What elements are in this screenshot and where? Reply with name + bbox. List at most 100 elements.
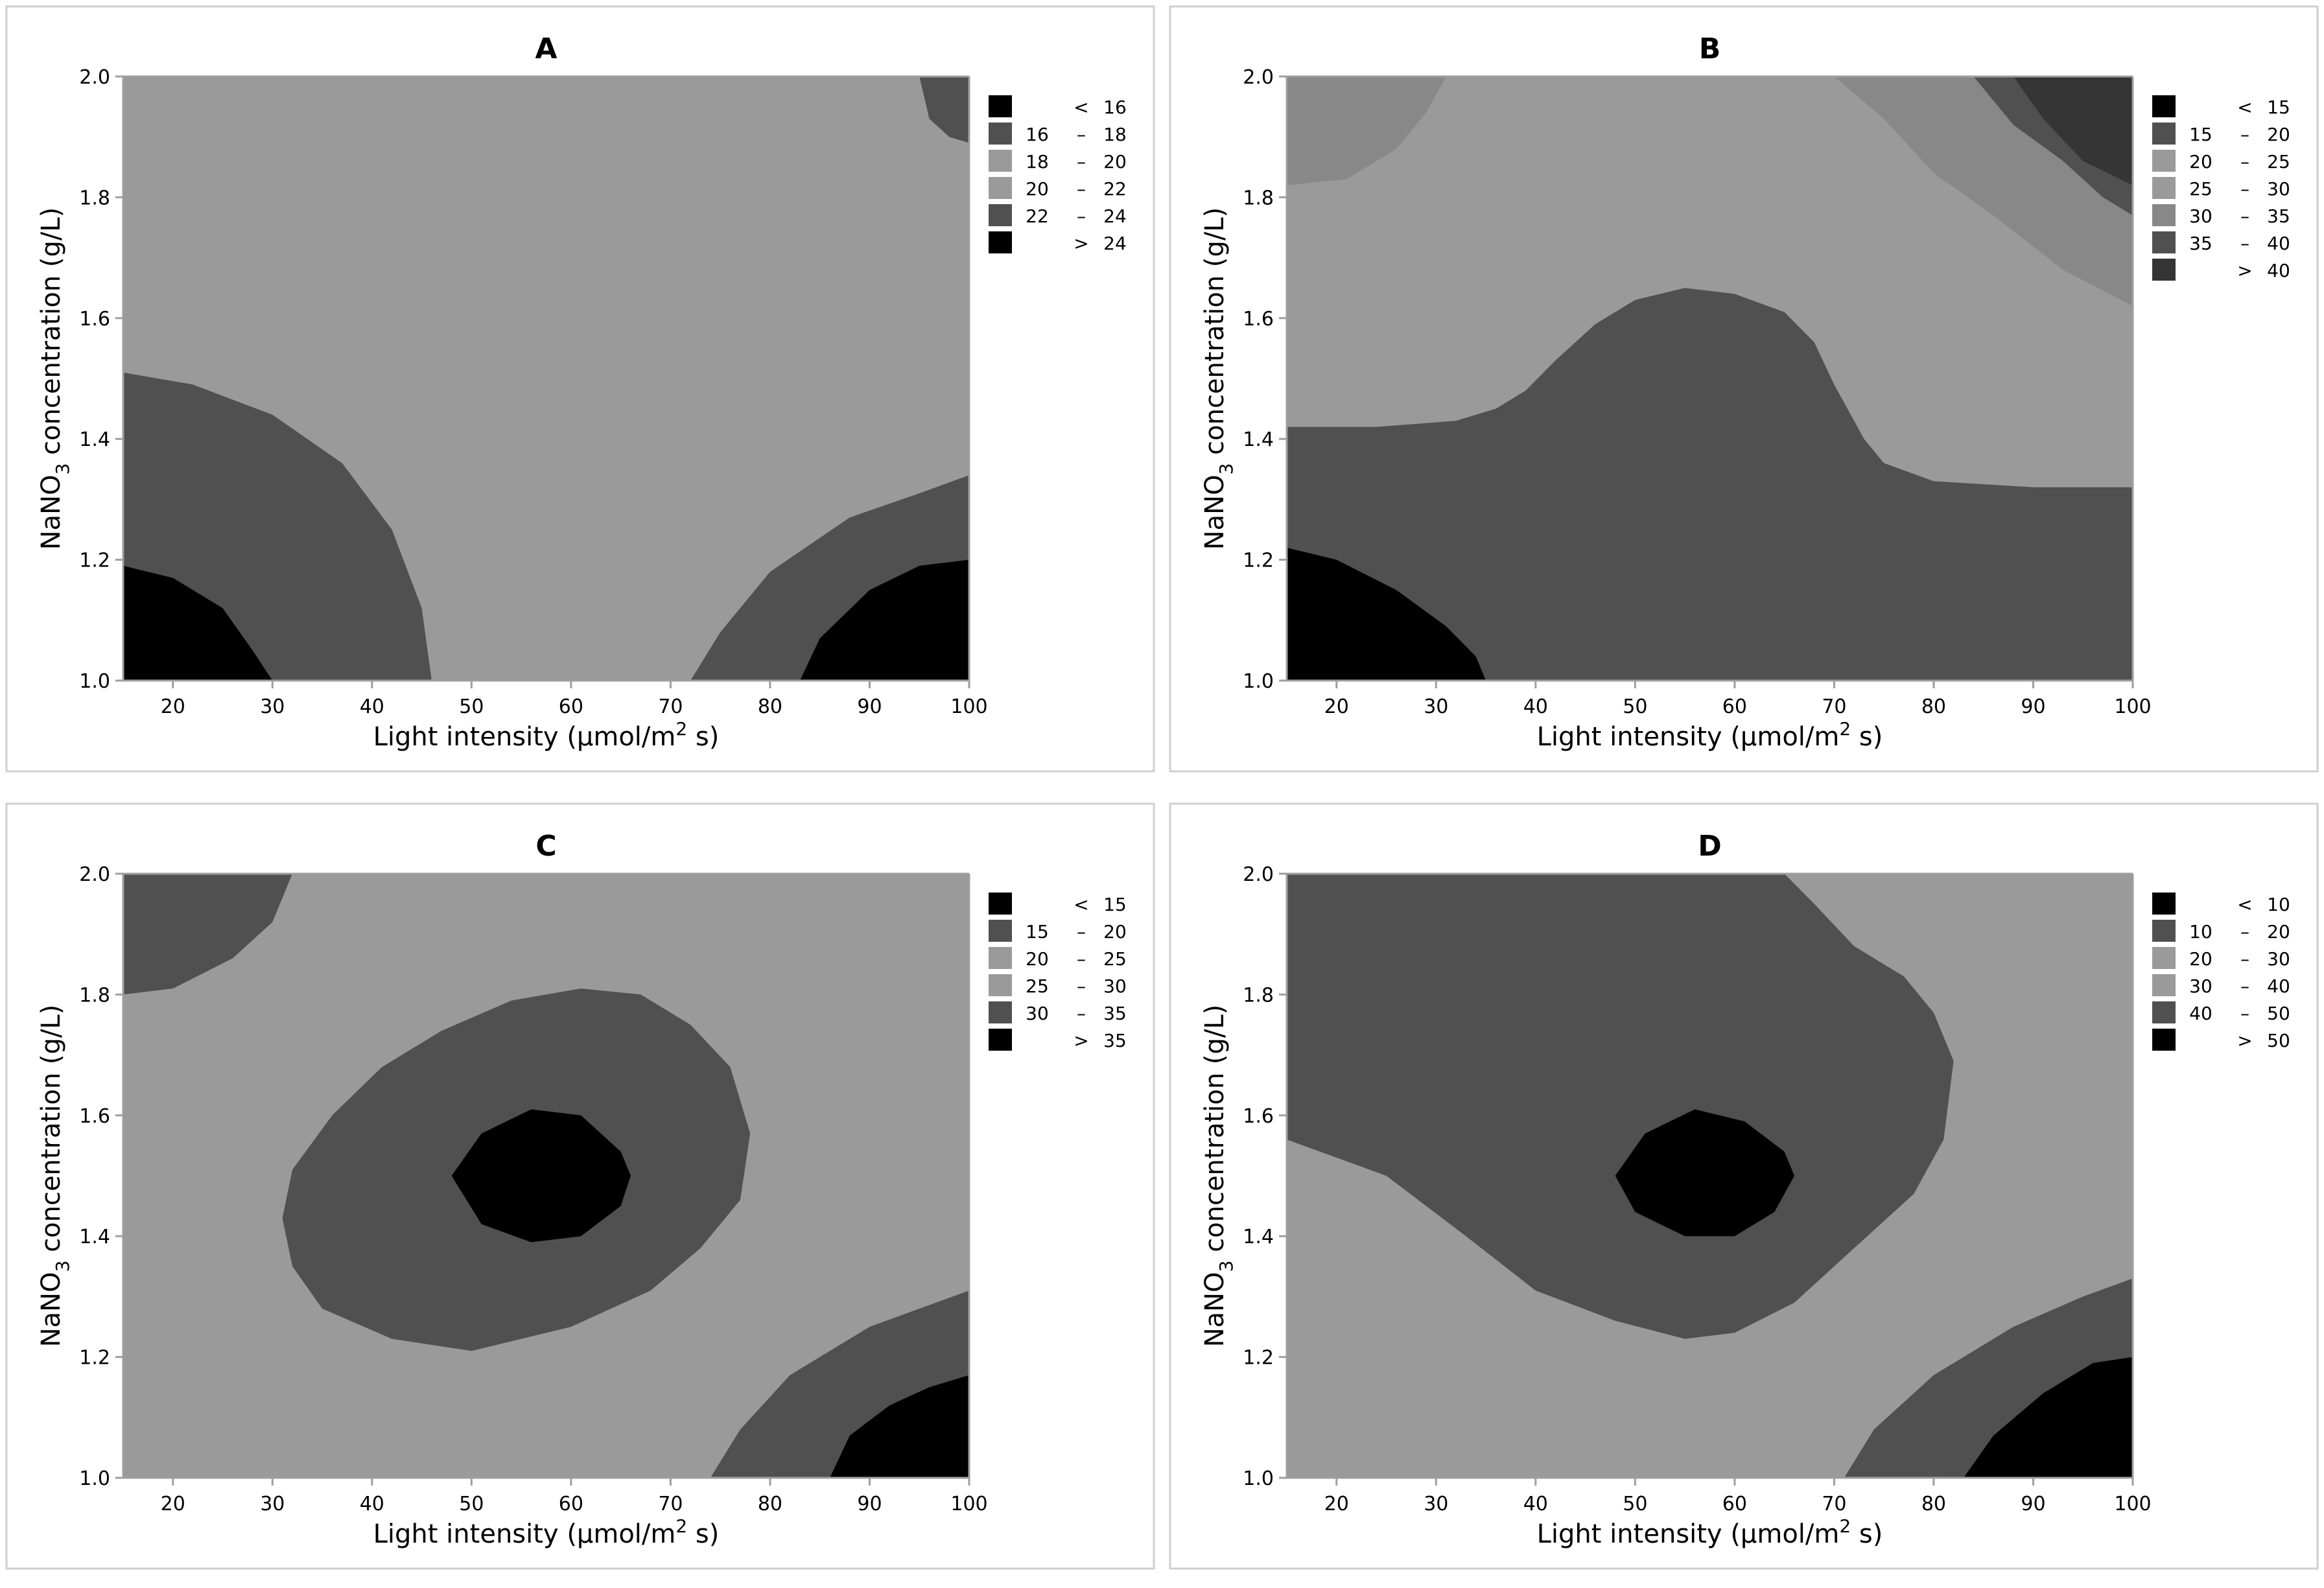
y-tick-label: 1.4 bbox=[1243, 1226, 1274, 1248]
contour-regions bbox=[1287, 874, 2133, 1478]
y-label-subscript: 3 bbox=[52, 1261, 73, 1272]
x-tick-label: 50 bbox=[459, 1493, 484, 1515]
x-tick-label: 60 bbox=[1722, 1493, 1747, 1515]
legend-high-value: 24 bbox=[1103, 205, 1127, 227]
legend-low-value: 20 bbox=[1026, 178, 1049, 200]
y-axis-label: NaNO3 concentration (g/L) bbox=[1200, 1005, 1237, 1348]
contour-plot-a: A 20 30 40 50 60 70 80 90 100 1.0 1.2 1.4 1.6 1.8 2.0 Li… bbox=[5, 5, 1155, 773]
y-tick-label: 1.0 bbox=[1243, 1467, 1274, 1490]
legend-operator: – bbox=[2240, 178, 2249, 200]
x-tick-label: 90 bbox=[2021, 695, 2045, 718]
legend-low-value: 30 bbox=[1026, 1003, 1049, 1024]
y-tick-label: 1.0 bbox=[79, 1467, 110, 1490]
legend-operator: > bbox=[2237, 1030, 2252, 1051]
y-label-part: concentration (g/L) bbox=[1200, 207, 1230, 463]
x-tick-label: 80 bbox=[758, 695, 782, 718]
legend-swatch bbox=[2152, 974, 2176, 996]
legend-swatch bbox=[2152, 95, 2176, 117]
legend-low-value: 25 bbox=[1026, 975, 1049, 997]
y-tick-label: 1.8 bbox=[1243, 984, 1274, 1007]
x-tick-label: 40 bbox=[360, 695, 384, 718]
x-axis-label: Light intensity (µmol/m2 s) bbox=[373, 718, 720, 752]
chart-title: D bbox=[1698, 830, 1722, 863]
legend-swatch bbox=[989, 231, 1012, 253]
y-axis-label: NaNO3 concentration (g/L) bbox=[36, 1005, 73, 1348]
legend-high-value: 30 bbox=[2267, 948, 2290, 970]
legend-operator: – bbox=[2240, 921, 2249, 942]
legend-operator: < bbox=[1074, 894, 1088, 915]
legend-high-value: 35 bbox=[2267, 205, 2290, 227]
contour-regions bbox=[1287, 76, 2133, 681]
panel-c: C 20 30 40 50 60 70 80 90 100 1.0 1.2 1.4 1.6 1.8 2.0 Li… bbox=[0, 797, 1160, 1575]
x-tick-label: 20 bbox=[1324, 695, 1349, 718]
legend-swatch bbox=[2152, 947, 2176, 969]
y-tick-label: 1.6 bbox=[79, 308, 110, 331]
legend-high-value: 16 bbox=[1103, 97, 1127, 118]
x-label-part: Light intensity (µmol/m bbox=[373, 722, 676, 752]
y-label-part: concentration (g/L) bbox=[36, 207, 66, 463]
chart-title: C bbox=[535, 830, 556, 863]
x-tick-label: 70 bbox=[658, 1493, 683, 1515]
x-tick-label: 70 bbox=[658, 695, 683, 718]
x-tick-label: 30 bbox=[1424, 1493, 1448, 1515]
x-label-part: Light intensity (µmol/m bbox=[1537, 1519, 1840, 1549]
legend-operator: – bbox=[2240, 975, 2249, 997]
y-tick-label: 2.0 bbox=[1243, 863, 1274, 886]
legend-operator: – bbox=[2240, 205, 2249, 227]
legend-operator: – bbox=[1077, 205, 1086, 227]
x-axis-label: Light intensity (µmol/m2 s) bbox=[1537, 718, 1883, 752]
legend-low-value: 20 bbox=[2189, 151, 2212, 172]
contour-region bbox=[123, 874, 292, 995]
legend-operator: – bbox=[1077, 1003, 1086, 1024]
panel-b: B 20 30 40 50 60 70 80 90 100 1.0 1.2 1.4 1.6 1.8 2.0 Li… bbox=[1164, 0, 2324, 778]
x-label-part: Light intensity (µmol/m bbox=[373, 1519, 676, 1549]
legend-operator: – bbox=[2240, 233, 2249, 254]
legend-high-value: 15 bbox=[1103, 894, 1127, 915]
legend-high-value: 24 bbox=[1103, 233, 1127, 254]
legend-high-value: 30 bbox=[1103, 975, 1127, 997]
legend-operator: – bbox=[1077, 975, 1086, 997]
y-label-subscript: 3 bbox=[52, 463, 73, 475]
legend-low-value: 20 bbox=[1026, 948, 1049, 970]
x-tick-label: 20 bbox=[161, 695, 185, 718]
panel-a: A 20 30 40 50 60 70 80 90 100 1.0 1.2 1.4 1.6 1.8 2.0 Li… bbox=[0, 0, 1160, 778]
legend-operator: – bbox=[1077, 178, 1086, 200]
x-tick-label: 60 bbox=[1722, 695, 1747, 718]
x-label-part: Light intensity (µmol/m bbox=[1537, 722, 1840, 752]
contour-plot-d: D 20 30 40 50 60 70 80 90 100 1.0 1.2 1.4 1.6 1.8 2.0 Li… bbox=[1169, 802, 2319, 1570]
y-tick-label: 1.4 bbox=[79, 1226, 110, 1248]
x-label-part: s) bbox=[1851, 1519, 1883, 1549]
legend-swatch bbox=[2152, 1029, 2176, 1051]
x-label-superscript: 2 bbox=[675, 1515, 687, 1537]
y-axis-label: NaNO3 concentration (g/L) bbox=[1200, 207, 1237, 550]
y-tick-label: 1.8 bbox=[1243, 187, 1274, 209]
x-tick-label: 50 bbox=[1623, 1493, 1647, 1515]
y-tick-label: 1.0 bbox=[1243, 670, 1274, 693]
legend-operator: > bbox=[1074, 1030, 1088, 1051]
legend-swatch bbox=[2152, 204, 2176, 226]
contour-region bbox=[1287, 548, 1486, 681]
legend-low-value: 40 bbox=[2189, 1003, 2212, 1024]
x-tick-label: 40 bbox=[1523, 695, 1548, 718]
legend-swatch bbox=[989, 177, 1012, 199]
legend-swatch bbox=[989, 920, 1012, 942]
x-tick-label: 40 bbox=[360, 1493, 384, 1515]
legend-operator: < bbox=[1074, 97, 1088, 118]
y-label-part: concentration (g/L) bbox=[1200, 1005, 1230, 1261]
legend-swatch bbox=[2152, 893, 2176, 915]
x-tick-label: 30 bbox=[260, 1493, 285, 1515]
legend-high-value: 20 bbox=[1103, 921, 1127, 942]
y-tick-label: 1.6 bbox=[79, 1105, 110, 1128]
x-tick-label: 60 bbox=[559, 1493, 583, 1515]
legend-operator: > bbox=[1074, 233, 1088, 254]
y-tick-label: 1.2 bbox=[1243, 550, 1274, 572]
legend-high-value: 15 bbox=[2267, 97, 2290, 118]
y-tick-label: 1.8 bbox=[79, 187, 110, 209]
legend-low-value: 18 bbox=[1026, 151, 1049, 172]
legend-operator: < bbox=[2237, 97, 2252, 118]
legend-swatch bbox=[989, 123, 1012, 145]
